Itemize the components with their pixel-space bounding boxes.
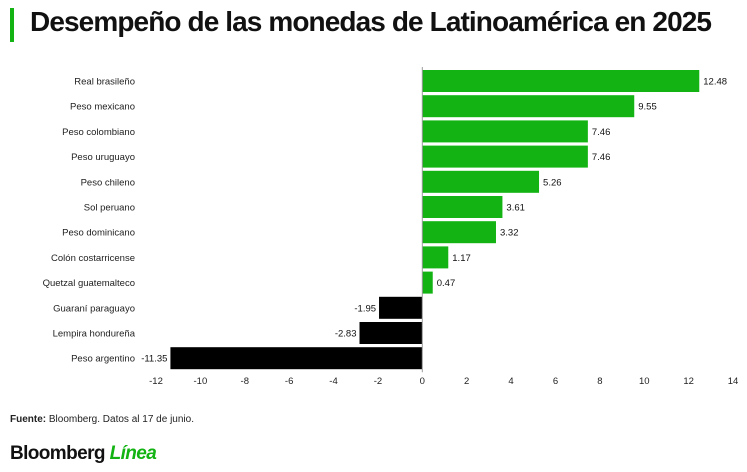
bar-peso-argentino bbox=[170, 347, 423, 370]
value-label-peso-argentino: -11.35 bbox=[141, 354, 167, 365]
bars bbox=[170, 70, 700, 370]
chart-title: Desempeño de las monedas de Latinoaméric… bbox=[30, 6, 712, 37]
bar-real-brasileno bbox=[422, 70, 700, 92]
category-label-quetzal-guatemalteco: Quetzal guatemalteco bbox=[43, 278, 135, 289]
bar-colon-costarricense bbox=[422, 246, 449, 269]
bar-quetzal-guatemalteco bbox=[422, 271, 433, 294]
x-tick-label: -10 bbox=[194, 376, 208, 387]
category-label-sol-peruano: Sol peruano bbox=[84, 203, 135, 214]
category-label-lempira-hondurena: Lempira hondureña bbox=[53, 329, 136, 340]
brand-name: Bloomberg bbox=[10, 443, 105, 464]
value-label-peso-dominicano: 3.32 bbox=[500, 228, 519, 239]
x-tick-label: -2 bbox=[374, 376, 382, 387]
value-label-lempira-hondurena: -2.83 bbox=[335, 329, 357, 340]
x-tick-label: 2 bbox=[464, 376, 469, 387]
category-label-peso-dominicano: Peso dominicano bbox=[62, 228, 135, 239]
bar-peso-colombiano bbox=[422, 120, 588, 143]
x-axis-tick-labels: -12 -10 -8 -6 -4 -2 0 2 4 6 8 10 12 14 bbox=[149, 376, 738, 387]
value-label-real-brasileno: 12.48 bbox=[703, 77, 727, 88]
brand-suffix: Línea bbox=[109, 443, 157, 464]
category-label-colon-costarricense: Colón costarricense bbox=[51, 253, 135, 264]
bar-peso-chileno bbox=[422, 170, 540, 193]
x-tick-label: -6 bbox=[285, 376, 293, 387]
x-tick-label: 6 bbox=[553, 376, 558, 387]
brand-logo: Bloomberg Línea bbox=[10, 443, 157, 465]
x-tick-label: -4 bbox=[329, 376, 337, 387]
value-label-guarani-paraguayo: -1.95 bbox=[354, 303, 376, 314]
value-labels: 12.48 9.55 7.46 7.46 5.26 3.61 3.32 1.17 0.47 -1.… bbox=[141, 77, 727, 365]
x-tick-label: 10 bbox=[639, 376, 650, 387]
value-label-peso-colombiano: 7.46 bbox=[592, 127, 611, 138]
value-label-peso-mexicano: 9.55 bbox=[638, 102, 657, 113]
x-tick-label: 8 bbox=[597, 376, 602, 387]
x-tick-label: 12 bbox=[683, 376, 694, 387]
value-label-peso-uruguayo: 7.46 bbox=[592, 152, 611, 163]
bar-lempira-hondurena bbox=[359, 322, 423, 344]
x-tick-label: 0 bbox=[420, 376, 425, 387]
value-label-peso-chileno: 5.26 bbox=[543, 177, 562, 188]
bar-guarani-paraguayo bbox=[379, 296, 423, 319]
bar-peso-uruguayo bbox=[422, 145, 588, 168]
source-text: Bloomberg. Datos al 17 de junio. bbox=[46, 414, 194, 425]
category-label-peso-uruguayo: Peso uruguayo bbox=[71, 152, 135, 163]
value-label-colon-costarricense: 1.17 bbox=[452, 253, 471, 264]
category-label-peso-argentino: Peso argentino bbox=[71, 354, 135, 365]
x-tick-label: 4 bbox=[508, 376, 513, 387]
bar-peso-mexicano bbox=[422, 95, 635, 118]
category-label-peso-colombiano: Peso colombiano bbox=[62, 127, 135, 138]
x-tick-label: -8 bbox=[241, 376, 249, 387]
bar-sol-peruano bbox=[422, 196, 503, 218]
source-label: Fuente: bbox=[10, 414, 47, 425]
category-labels: Real brasileño Peso mexicano Peso colombia… bbox=[43, 77, 136, 365]
x-tick-label: 14 bbox=[728, 376, 739, 387]
category-label-peso-chileno: Peso chileno bbox=[81, 177, 135, 188]
title-accent-bar bbox=[10, 8, 14, 42]
source-note: Fuente: Bloomberg. Datos al 17 de junio. bbox=[10, 414, 194, 425]
category-label-real-brasileno: Real brasileño bbox=[74, 77, 135, 88]
value-label-quetzal-guatemalteco: 0.47 bbox=[437, 278, 456, 289]
category-label-guarani-paraguayo: Guaraní paraguayo bbox=[53, 303, 135, 314]
x-tick-label: -12 bbox=[149, 376, 163, 387]
value-label-sol-peruano: 3.61 bbox=[506, 203, 525, 214]
bar-peso-dominicano bbox=[422, 221, 496, 244]
category-label-peso-mexicano: Peso mexicano bbox=[70, 102, 135, 113]
